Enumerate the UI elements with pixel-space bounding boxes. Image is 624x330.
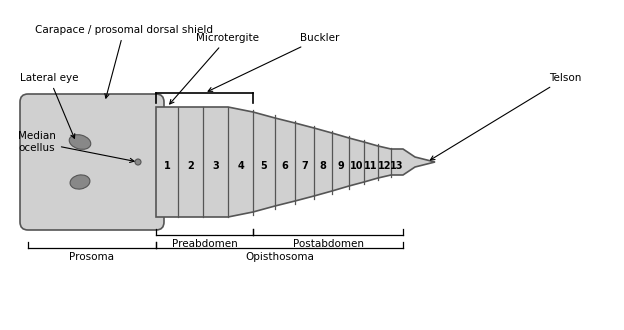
Polygon shape [156, 107, 435, 217]
Text: 3: 3 [212, 161, 219, 171]
Text: Buckler: Buckler [208, 33, 339, 91]
Text: 2: 2 [187, 161, 194, 171]
Text: Lateral eye: Lateral eye [20, 73, 79, 138]
Circle shape [135, 159, 141, 165]
Ellipse shape [70, 175, 90, 189]
Text: Carapace / prosomal dorsal shield: Carapace / prosomal dorsal shield [35, 25, 213, 98]
Text: Telson: Telson [431, 73, 581, 160]
Text: 9: 9 [337, 161, 344, 171]
Text: Microtergite: Microtergite [170, 33, 259, 104]
FancyBboxPatch shape [20, 94, 164, 230]
Text: Preabdomen: Preabdomen [172, 239, 237, 249]
Text: Median
ocellus: Median ocellus [18, 131, 134, 162]
Text: 6: 6 [281, 161, 288, 171]
Text: 4: 4 [237, 161, 244, 171]
Text: Prosoma: Prosoma [69, 252, 114, 262]
Text: 10: 10 [349, 161, 363, 171]
Text: 13: 13 [390, 161, 404, 171]
Text: 5: 5 [261, 161, 267, 171]
Text: 11: 11 [364, 161, 378, 171]
Text: 7: 7 [301, 161, 308, 171]
Text: Opisthosoma: Opisthosoma [245, 252, 314, 262]
Text: 1: 1 [163, 161, 170, 171]
Text: Postabdomen: Postabdomen [293, 239, 364, 249]
Ellipse shape [69, 135, 90, 149]
Text: 8: 8 [319, 161, 326, 171]
Text: 12: 12 [378, 161, 391, 171]
